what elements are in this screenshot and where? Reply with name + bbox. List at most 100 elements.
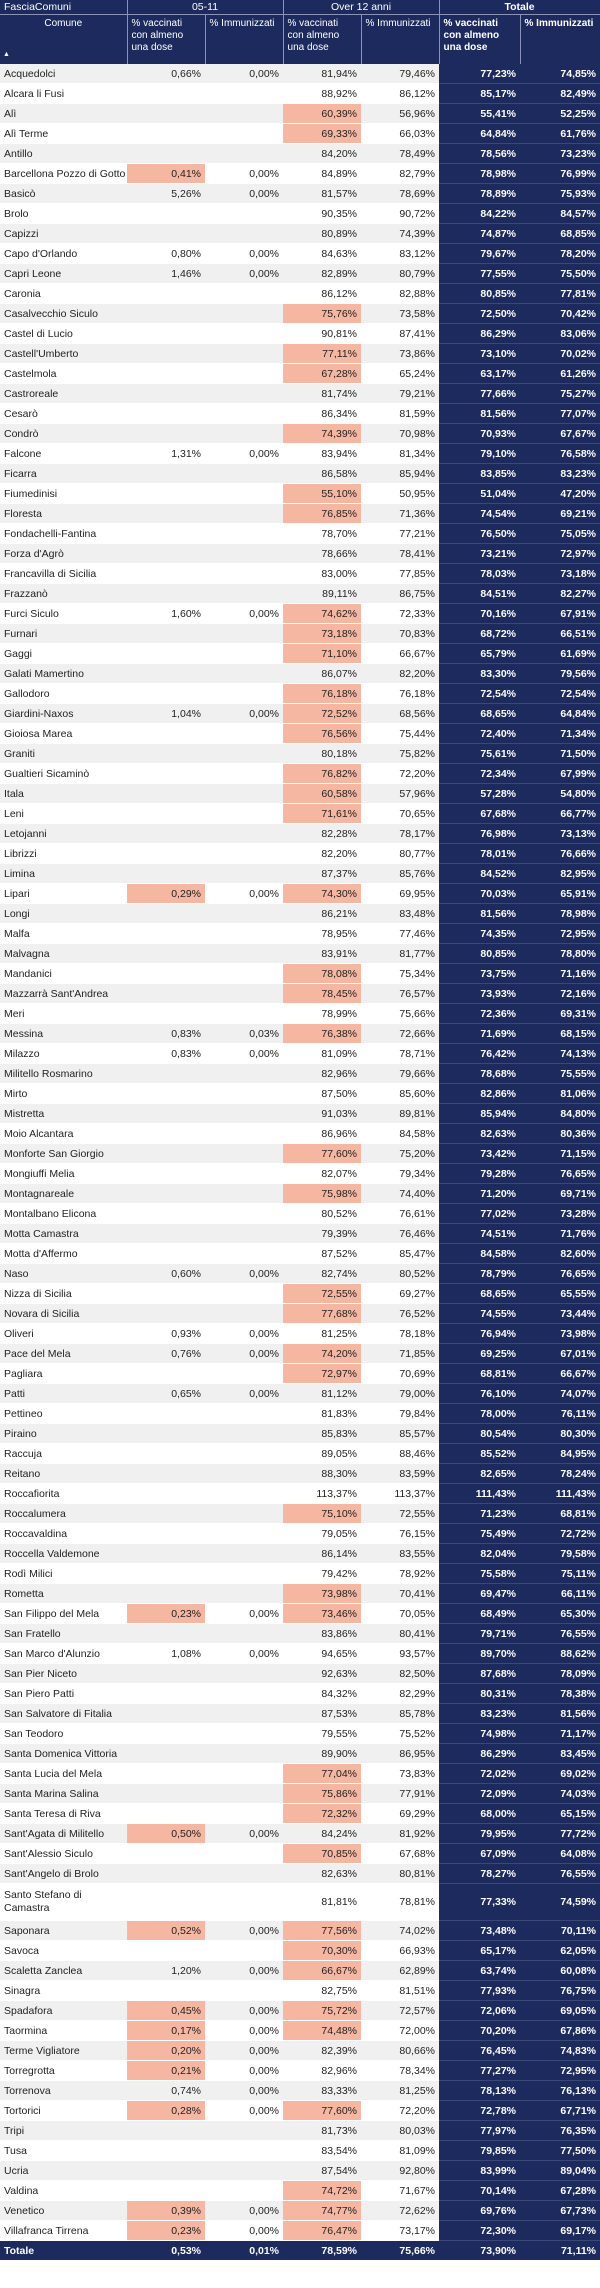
table-row[interactable]: Castell'Umberto 77,11% 73,86% 73,10% 70,02% (0, 343, 600, 364)
table-row[interactable]: Roccalumera 75,10% 72,55% 71,23% 68,81% (0, 1503, 600, 1524)
table-row[interactable]: Lipari 0,29% 0,00% 74,30% 69,95% 70,03% 65,91% (0, 883, 600, 904)
table-row[interactable]: Montalbano Elicona 80,52% 76,61% 77,02% 73,2… (0, 1203, 600, 1224)
table-row[interactable]: Capo d'Orlando 0,80% 0,00% 84,63% 83,12% 79,6… (0, 243, 600, 264)
table-row[interactable]: Alì 60,39% 56,96% 55,41% 52,25% (0, 103, 600, 124)
table-row[interactable]: Condrò 74,39% 70,98% 70,93% 67,67% (0, 423, 600, 444)
table-row[interactable]: Gualtieri Sicaminò 76,82% 72,20% 72,34% 67,9… (0, 763, 600, 784)
table-row[interactable]: Castroreale 81,74% 79,21% 77,66% 75,27% (0, 383, 600, 404)
table-row[interactable]: San Piero Patti 84,32% 82,29% 80,31% 78,38% (0, 1683, 600, 1704)
table-row[interactable]: Basicò 5,26% 0,00% 81,57% 78,69% 78,89% 75,93% (0, 183, 600, 204)
table-row[interactable]: Alì Terme 69,33% 66,03% 64,84% 61,76% (0, 123, 600, 144)
table-row[interactable]: Monforte San Giorgio 77,60% 75,20% 73,42% 71… (0, 1143, 600, 1164)
table-row[interactable]: Valdina 74,72% 71,67% 70,14% 67,28% (0, 2180, 600, 2201)
field-label-fasciacomuni[interactable]: FasciaComuni (0, 0, 128, 15)
group-header-totale[interactable]: Totale (439, 0, 600, 15)
table-row[interactable]: San Filippo del Mela 0,23% 0,00% 73,46% 70,0… (0, 1603, 600, 1624)
table-row[interactable]: Forza d'Agrò 78,66% 78,41% 73,21% 72,97% (0, 543, 600, 564)
table-row[interactable]: Longi 86,21% 83,48% 81,56% 78,98% (0, 903, 600, 924)
column-header-dose-05-11[interactable]: % vaccinati con almeno una dose (127, 14, 206, 64)
column-header-imm-totale[interactable]: % Immunizzati (520, 14, 600, 64)
table-row[interactable]: Novara di Sicilia 77,68% 76,52% 74,55% 73,44… (0, 1303, 600, 1324)
table-row[interactable]: Santa Domenica Vittoria 89,90% 86,95% 86,29… (0, 1743, 600, 1764)
table-row[interactable]: Cesarò 86,34% 81,59% 81,56% 77,07% (0, 403, 600, 424)
table-row[interactable]: Piraino 85,83% 85,57% 80,54% 80,30% (0, 1423, 600, 1444)
table-row[interactable]: Pagliara 72,97% 70,69% 68,81% 66,67% (0, 1363, 600, 1384)
table-row[interactable]: Falcone 1,31% 0,00% 83,94% 81,34% 79,10% 76,58… (0, 443, 600, 464)
table-row[interactable]: Saponara 0,52% 0,00% 77,56% 74,02% 73,48% 70,1… (0, 1920, 600, 1941)
table-row[interactable]: Roccella Valdemone 86,14% 83,55% 82,04% 79,5… (0, 1543, 600, 1564)
table-row[interactable]: Sant'Angelo di Brolo 82,63% 80,81% 78,27% 76… (0, 1863, 600, 1884)
table-row[interactable]: Furci Siculo 1,60% 0,00% 74,62% 72,33% 70,16%… (0, 603, 600, 624)
table-row[interactable]: Montagnareale 75,98% 74,40% 71,20% 69,71% (0, 1183, 600, 1204)
table-row[interactable]: Villafranca Tirrena 0,23% 0,00% 76,47% 73,17… (0, 2220, 600, 2241)
table-row[interactable]: Capizzi 80,89% 74,39% 74,87% 68,85% (0, 223, 600, 244)
table-row[interactable]: Malvagna 83,91% 81,77% 80,85% 78,80% (0, 943, 600, 964)
table-row[interactable]: Naso 0,60% 0,00% 82,74% 80,52% 78,79% 76,65% (0, 1263, 600, 1284)
table-row[interactable]: Barcellona Pozzo di Gotto 0,41% 0,00% 84,89… (0, 163, 600, 184)
table-row[interactable]: Motta d'Affermo 87,52% 85,47% 84,58% 82,60% (0, 1243, 600, 1264)
table-row[interactable]: Leni 71,61% 70,65% 67,68% 66,77% (0, 803, 600, 824)
table-row[interactable]: Tusa 83,54% 81,09% 79,85% 77,50% (0, 2140, 600, 2161)
table-row[interactable]: Mirto 87,50% 85,60% 82,86% 81,06% (0, 1083, 600, 1104)
table-row[interactable]: Pace del Mela 0,76% 0,00% 74,20% 71,85% 69,25… (0, 1343, 600, 1364)
table-row[interactable]: Roccavaldina 79,05% 76,15% 75,49% 72,72% (0, 1523, 600, 1544)
table-row[interactable]: Ucria 87,54% 92,80% 83,99% 89,04% (0, 2160, 600, 2181)
table-row[interactable]: Capri Leone 1,46% 0,00% 82,89% 80,79% 77,55% 7… (0, 263, 600, 284)
table-row[interactable]: Santa Marina Salina 75,86% 77,91% 72,09% 74,… (0, 1783, 600, 1804)
table-row[interactable]: Santa Teresa di Riva 72,32% 69,29% 68,00% 65… (0, 1803, 600, 1824)
table-row[interactable]: Terme Vigliatore 0,20% 0,00% 82,39% 80,66% 76… (0, 2040, 600, 2061)
table-row[interactable]: Scaletta Zanclea 1,20% 0,00% 66,67% 62,89% 63… (0, 1960, 600, 1981)
table-row[interactable]: Moio Alcantara 86,96% 84,58% 82,63% 80,36% (0, 1123, 600, 1144)
column-header-comune[interactable]: Comune ▲ (0, 14, 128, 64)
table-row[interactable]: Gioiosa Marea 76,56% 75,44% 72,40% 71,34% (0, 723, 600, 744)
table-row[interactable]: Sant'Alessio Siculo 70,85% 67,68% 67,09% 64,… (0, 1843, 600, 1864)
table-row[interactable]: San Fratello 83,86% 80,41% 79,71% 76,55% (0, 1623, 600, 1644)
group-header-over-12[interactable]: Over 12 anni (283, 0, 440, 15)
table-row[interactable]: Pettineo 81,83% 79,84% 78,00% 76,11% (0, 1403, 600, 1424)
sort-ascending-icon[interactable]: ▲ (3, 51, 10, 58)
table-row[interactable]: Taormina 0,17% 0,00% 74,48% 72,00% 70,20% 67,8… (0, 2020, 600, 2041)
table-row[interactable]: Fiumedinisi 55,10% 50,95% 51,04% 47,20% (0, 483, 600, 504)
table-row[interactable]: Mandanici 78,08% 75,34% 73,75% 71,16% (0, 963, 600, 984)
table-row[interactable]: Brolo 90,35% 90,72% 84,22% 84,57% (0, 203, 600, 224)
table-row[interactable]: Mistretta 91,03% 89,81% 85,94% 84,80% (0, 1103, 600, 1124)
table-row[interactable]: San Salvatore di Fitalia 87,53% 85,78% 83,2… (0, 1703, 600, 1724)
table-row[interactable]: Letojanni 82,28% 78,17% 76,98% 73,13% (0, 823, 600, 844)
table-row[interactable]: Limina 87,37% 85,76% 84,52% 82,95% (0, 863, 600, 884)
table-row[interactable]: Frazzanò 89,11% 86,75% 84,51% 82,27% (0, 583, 600, 604)
table-row[interactable]: Alcara li Fusi 88,92% 86,12% 85,17% 82,49% (0, 83, 600, 104)
table-row[interactable]: Ficarra 86,58% 85,94% 83,85% 83,23% (0, 463, 600, 484)
table-row[interactable]: Torrenova 0,74% 0,00% 83,33% 81,25% 78,13% 76,… (0, 2080, 600, 2101)
table-row[interactable]: Castelmola 67,28% 65,24% 63,17% 61,26% (0, 363, 600, 384)
table-row[interactable]: Savoca 70,30% 66,93% 65,17% 62,05% (0, 1940, 600, 1961)
table-row[interactable]: Librizzi 82,20% 80,77% 78,01% 76,66% (0, 843, 600, 864)
column-header-dose-over12[interactable]: % vaccinati con almeno una dose (283, 14, 362, 64)
group-header-05-11[interactable]: 05-11 (127, 0, 284, 15)
table-row[interactable]: Tortorici 0,28% 0,00% 77,60% 72,20% 72,78% 67,… (0, 2100, 600, 2121)
table-row[interactable]: Furnari 73,18% 70,83% 68,72% 66,51% (0, 623, 600, 644)
table-row[interactable]: Castel di Lucio 90,81% 87,41% 86,29% 83,06% (0, 323, 600, 344)
table-row[interactable]: Sinagra 82,75% 81,51% 77,93% 76,75% (0, 1980, 600, 2001)
table-row[interactable]: Galati Mamertino 86,07% 82,20% 83,30% 79,56% (0, 663, 600, 684)
table-row[interactable]: San Teodoro 79,55% 75,52% 74,98% 71,17% (0, 1723, 600, 1744)
table-row[interactable]: Itala 60,58% 57,96% 57,28% 54,80% (0, 783, 600, 804)
table-row[interactable]: Raccuja 89,05% 88,46% 85,52% 84,95% (0, 1443, 600, 1464)
table-row[interactable]: Rodì Milici 79,42% 78,92% 75,58% 75,11% (0, 1563, 600, 1584)
table-row[interactable]: Tripi 81,73% 80,03% 77,97% 76,35% (0, 2120, 600, 2141)
table-row[interactable]: San Pier Niceto 92,63% 82,50% 87,68% 78,09% (0, 1663, 600, 1684)
table-row[interactable]: Caronia 86,12% 82,88% 80,85% 77,81% (0, 283, 600, 304)
table-row[interactable]: Gallodoro 76,18% 76,18% 72,54% 72,54% (0, 683, 600, 704)
table-row[interactable]: Roccafiorita 113,37% 113,37% 111,43% 111,43% (0, 1483, 600, 1504)
table-row[interactable]: Floresta 76,85% 71,36% 74,54% 69,21% (0, 503, 600, 524)
table-row[interactable]: Casalvecchio Siculo 75,76% 73,58% 72,50% 70,… (0, 303, 600, 324)
table-row[interactable]: Milazzo 0,83% 0,00% 81,09% 78,71% 76,42% 74,13… (0, 1043, 600, 1064)
column-header-imm-05-11[interactable]: % Immunizzati (205, 14, 284, 64)
table-row[interactable]: Giardini-Naxos 1,04% 0,00% 72,52% 68,56% 68,6… (0, 703, 600, 724)
table-row[interactable]: Oliveri 0,93% 0,00% 81,25% 78,18% 76,94% 73,98… (0, 1323, 600, 1344)
table-row[interactable]: Mazzarrà Sant'Andrea 78,45% 76,57% 73,93% 72… (0, 983, 600, 1004)
table-row[interactable]: Mongiuffi Melia 82,07% 79,34% 79,28% 76,65% (0, 1163, 600, 1184)
table-row[interactable]: Santa Lucia del Mela 77,04% 73,83% 72,02% 69… (0, 1763, 600, 1784)
table-row[interactable]: Gaggi 71,10% 66,67% 65,79% 61,69% (0, 643, 600, 664)
table-row[interactable]: Messina 0,83% 0,03% 76,38% 72,66% 71,69% 68,15… (0, 1023, 600, 1044)
table-row[interactable]: Venetico 0,39% 0,00% 74,77% 72,62% 69,76% 67,7… (0, 2200, 600, 2221)
